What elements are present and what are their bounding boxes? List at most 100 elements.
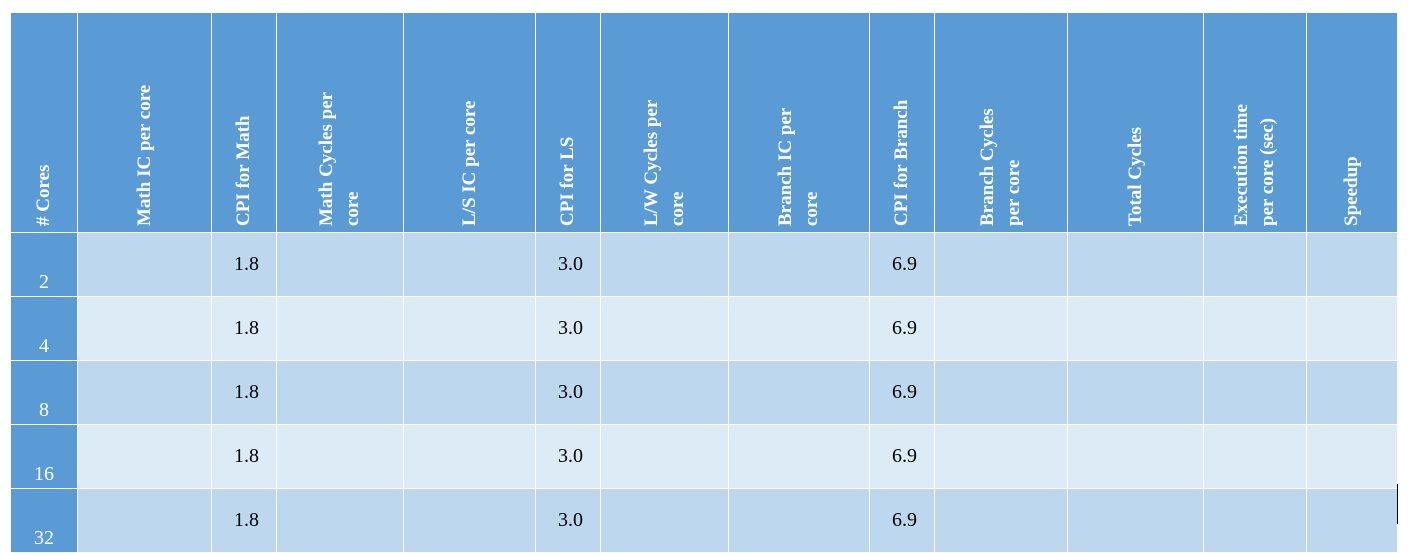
header-line: Total Cycles [1124,126,1146,226]
table-cell [276,296,404,361]
table-cell: 3.0 [535,232,601,297]
table-cell [728,360,870,425]
header-line: Math Cycles per [316,91,337,226]
table-cell [934,360,1068,425]
table-cell: 6.9 [869,296,935,361]
table-cell [934,488,1068,553]
table-cell [77,424,212,489]
header-line: # Cores [33,164,54,226]
table-cell [1067,424,1204,489]
table-cell [728,296,870,361]
header-line: L/W Cycles per [640,99,662,226]
table-cell [934,296,1068,361]
table-cell [403,232,536,297]
cores-cell: 4 [10,296,78,361]
table-cell [77,360,212,425]
table-cell [1306,424,1398,489]
table-cell [77,488,212,553]
header-line: CPI for Branch [891,99,912,226]
table-cell: 1.8 [211,360,277,425]
header-cell: Branch Cycles per core [934,12,1068,233]
table-cell [1067,232,1204,297]
header-line: per core [1003,159,1024,226]
cores-cell: 16 [10,424,78,489]
table-cell [276,488,404,553]
cores-cell: 8 [10,360,78,425]
header-text: Execution time per core (sec) [1229,20,1281,226]
header-cell: Speedup [1306,12,1398,233]
header-cell: L/S IC per core [403,12,536,233]
header-line: CPI for LS [557,136,578,226]
table-cell [77,232,212,297]
header-cell: Branch IC per core [728,12,870,233]
table-cell [728,424,870,489]
header-text: Branch IC per core [773,20,825,226]
header-line: Math IC per core [133,84,155,226]
data-table: # Cores Math IC per core CPI for Math Math … [10,12,1398,553]
header-text: CPI for Math [231,20,257,226]
header-row: # Cores Math IC per core CPI for Math Math … [10,12,1398,233]
header-cell: Execution time per core (sec) [1203,12,1307,233]
table-cell [1067,296,1204,361]
header-line: core [666,191,688,226]
table-cell [934,232,1068,297]
header-line: per core (sec) [1257,117,1278,226]
table-cell [1203,296,1307,361]
header-cell: CPI for LS [535,12,601,233]
table-cell: 3.0 [535,296,601,361]
table-cell: 1.8 [211,232,277,297]
table-cell [403,424,536,489]
header-cell: Math IC per core [77,12,212,233]
table-cell [934,424,1068,489]
header-cell: Total Cycles [1067,12,1204,233]
table-cell: 3.0 [535,488,601,553]
header-cell: Math Cycles per core [276,12,404,233]
table-cell [1306,232,1398,297]
table-cell [276,232,404,297]
table-cell [1203,360,1307,425]
table-row: 2 1.8 3.0 6.9 [10,232,1398,297]
table-cell: 6.9 [869,232,935,297]
header-text: Branch Cycles per core [975,20,1027,226]
table-cell: 6.9 [869,424,935,489]
table-cell [1306,360,1398,425]
header-line: Branch IC per [775,107,796,226]
table-cell [1203,232,1307,297]
header-text: L/S IC per core [457,20,483,226]
text-cursor [1397,484,1398,524]
table-cell [1067,488,1204,553]
header-text: Math IC per core [132,20,158,226]
table-cell [600,488,729,553]
cores-cell: 32 [10,488,78,553]
header-cell: L/W Cycles per core [600,12,729,233]
header-text: CPI for Branch [889,20,915,226]
table-row: 32 1.8 3.0 6.9 [10,488,1398,553]
header-text: # Cores [31,20,57,226]
header-text: L/W Cycles per core [639,20,691,226]
header-line: Speedup [1341,155,1362,226]
table-cell [1306,488,1398,553]
table-cell: 1.8 [211,424,277,489]
table-cell: 6.9 [869,488,935,553]
table-wrapper: # Cores Math IC per core CPI for Math Math … [10,12,1398,553]
table-cell [77,296,212,361]
table-cell [600,424,729,489]
header-text: Math Cycles per core [314,20,366,226]
table-row: 8 1.8 3.0 6.9 [10,360,1398,425]
header-cell: # Cores [10,12,78,233]
header-cell: CPI for Math [211,12,277,233]
table-cell: 1.8 [211,296,277,361]
table-cell [403,360,536,425]
header-line: CPI for Math [233,115,254,226]
table-cell [600,360,729,425]
table-cell [276,360,404,425]
table-cell [1203,424,1307,489]
table-cell [600,296,729,361]
header-line: L/S IC per core [458,100,480,226]
table-cell [600,232,729,297]
table-cell [403,296,536,361]
table-cell [1067,360,1204,425]
table-cell: 6.9 [869,360,935,425]
table-cell [1306,296,1398,361]
